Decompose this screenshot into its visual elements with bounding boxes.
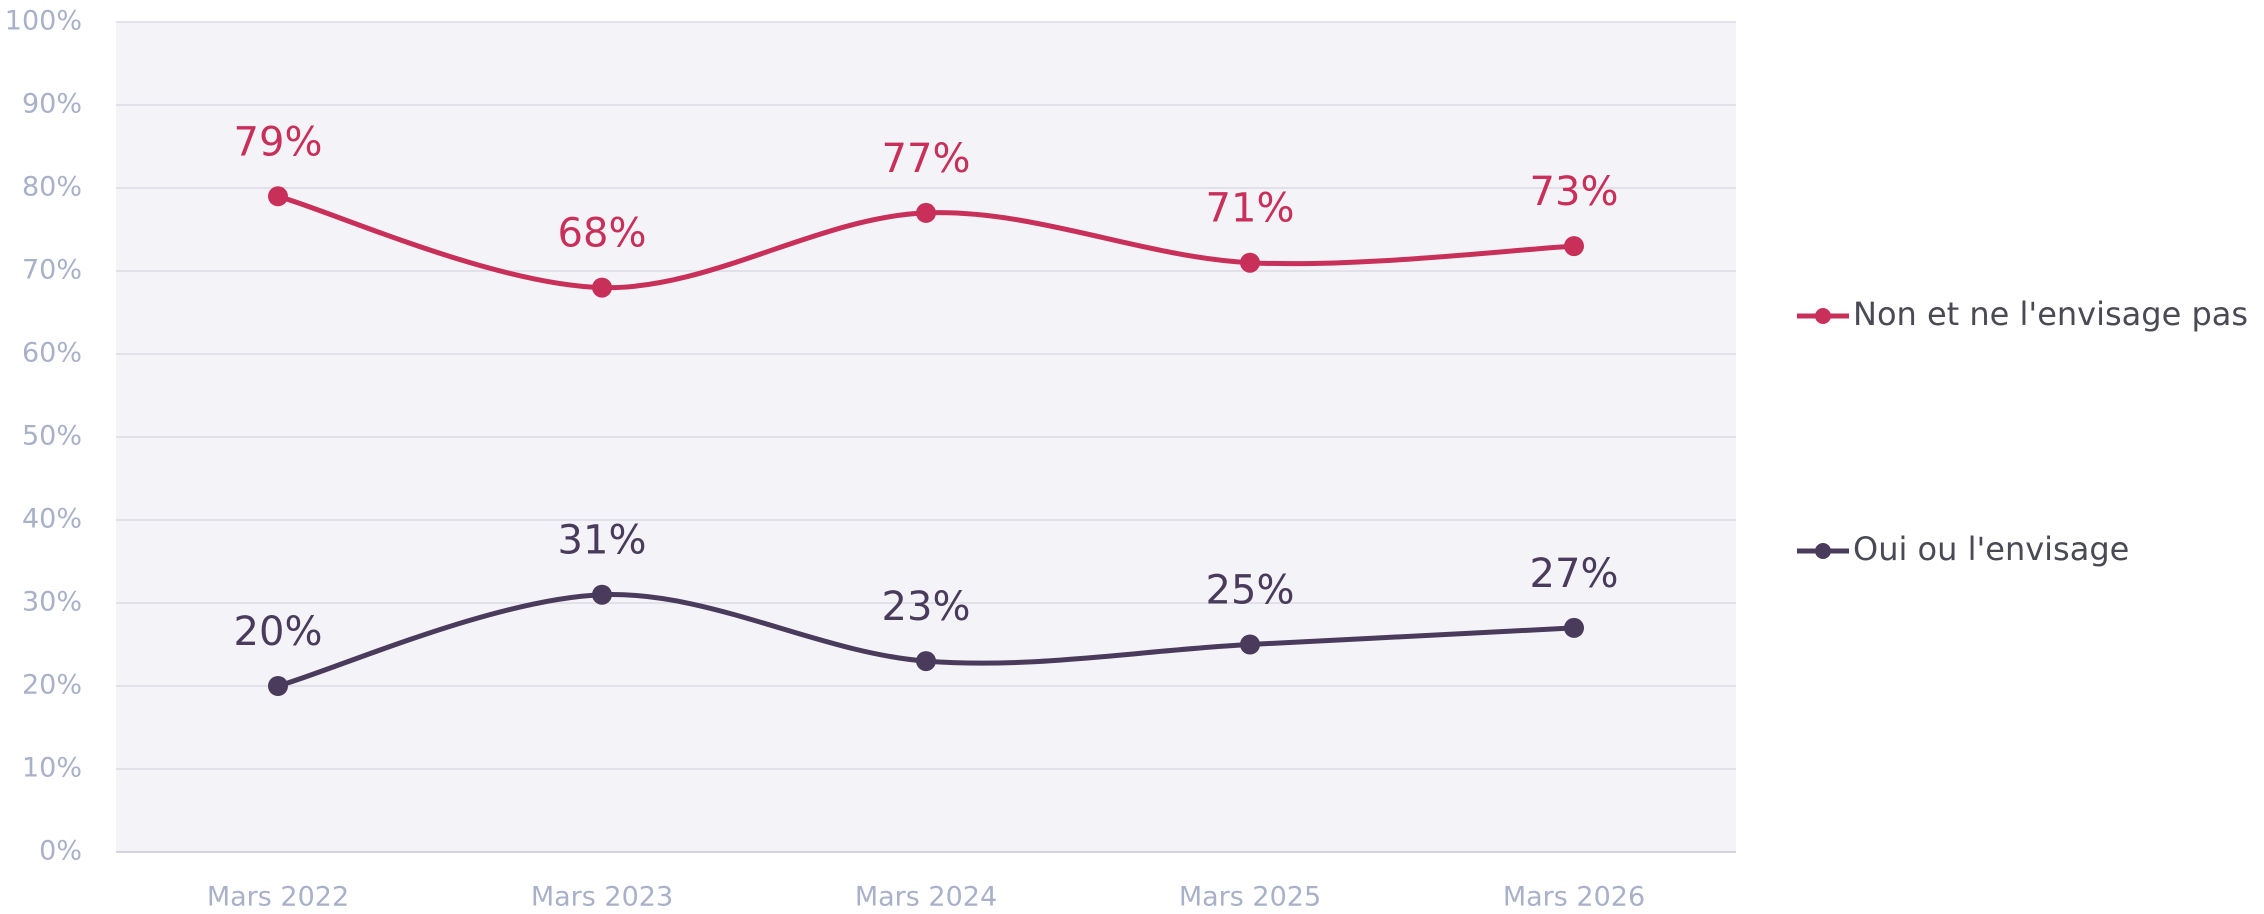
point <box>592 584 612 605</box>
point <box>1564 236 1584 257</box>
point <box>916 651 936 672</box>
data-label: 31% <box>558 518 647 564</box>
legend-label: Oui ou l'envisage <box>1853 530 2129 568</box>
point <box>1240 252 1260 273</box>
data-label: 25% <box>1206 568 1295 614</box>
data-label: 73% <box>1530 169 1619 215</box>
y-tick-label: 0% <box>39 836 82 867</box>
point <box>268 186 288 207</box>
data-label: 79% <box>234 119 323 165</box>
data-label: 20% <box>234 609 323 655</box>
y-tick-label: 20% <box>22 670 82 701</box>
data-label: 77% <box>882 136 971 182</box>
x-tick-label: Mars 2022 <box>207 882 349 913</box>
x-tick-label: Mars 2024 <box>855 882 997 913</box>
point <box>916 202 936 223</box>
data-label: 23% <box>882 584 971 630</box>
y-tick-label: 80% <box>22 172 82 203</box>
y-tick-label: 30% <box>22 587 82 618</box>
data-label: 27% <box>1530 551 1619 597</box>
y-tick-label: 60% <box>22 338 82 369</box>
legend-marker <box>1815 308 1831 324</box>
y-tick-label: 90% <box>22 89 82 120</box>
y-tick-label: 10% <box>22 753 82 784</box>
legend-marker <box>1815 543 1831 559</box>
x-tick-label: Mars 2025 <box>1179 882 1321 913</box>
y-tick-label: 50% <box>22 421 82 452</box>
point <box>592 277 612 298</box>
point <box>268 676 288 696</box>
y-tick-label: 70% <box>22 255 82 286</box>
x-tick-label: Mars 2023 <box>531 882 673 913</box>
y-tick-label: 100% <box>5 6 82 37</box>
legend-label: Non et ne l'envisage pas <box>1853 295 2248 333</box>
data-label: 71% <box>1206 186 1295 232</box>
point <box>1564 617 1584 638</box>
point <box>1240 634 1260 655</box>
x-tick-label: Mars 2026 <box>1503 882 1645 913</box>
data-label: 68% <box>558 211 647 257</box>
y-tick-label: 40% <box>22 504 82 535</box>
